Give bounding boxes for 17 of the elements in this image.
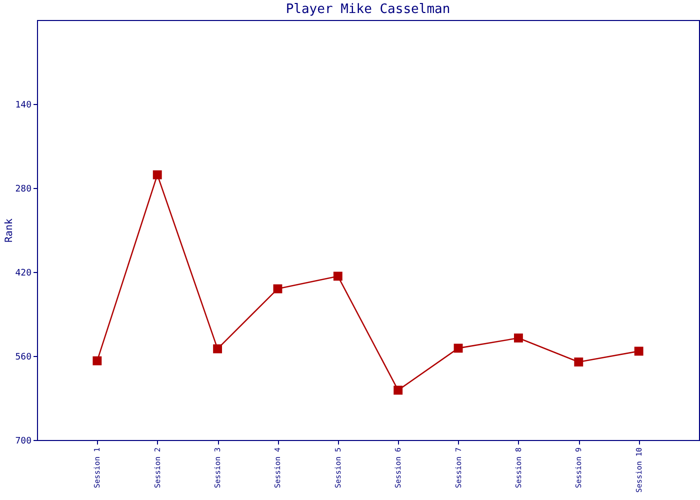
y-tick-label: 420 (15, 268, 32, 278)
chart-title: Player Mike Casselman (286, 2, 450, 17)
point (92, 356, 102, 366)
point (333, 272, 342, 281)
y-tick-label: 140 (15, 100, 32, 110)
y-tick-label: 560 (15, 352, 32, 362)
point (273, 284, 282, 294)
point (213, 344, 222, 354)
y-axis-title: Rank (4, 218, 16, 243)
point (394, 386, 403, 395)
point (514, 334, 523, 342)
point (574, 358, 584, 366)
y-tick-label: 700 (15, 436, 32, 446)
point (152, 170, 162, 180)
point (454, 344, 463, 353)
point (634, 346, 644, 356)
y-tick-label: 280 (15, 184, 32, 194)
